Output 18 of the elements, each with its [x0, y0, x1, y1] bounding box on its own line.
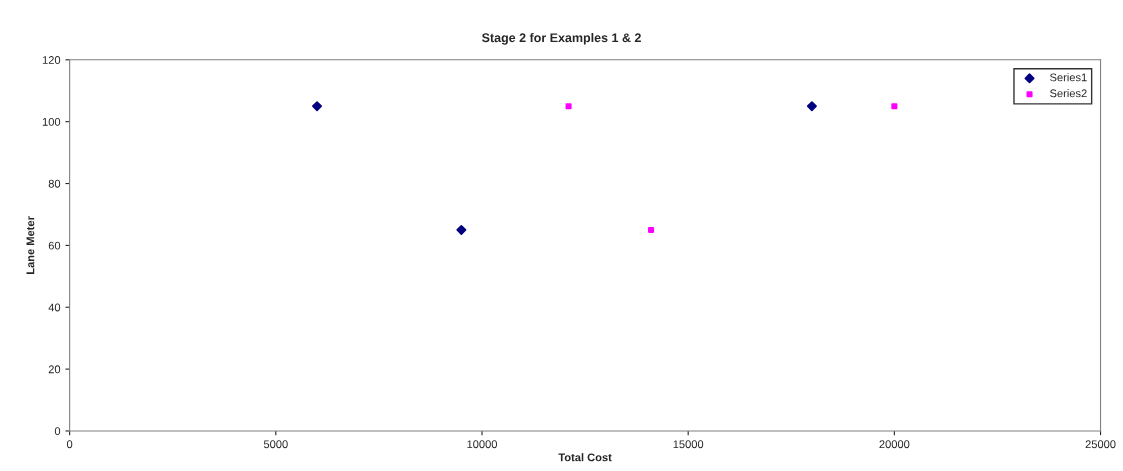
- y-tick-label: 80: [48, 179, 61, 188]
- y-axis-title: Lane Meter: [26, 216, 35, 274]
- x-tick-label: 10000: [467, 440, 498, 449]
- chart-title: Stage 2 for Examples 1 & 2: [481, 32, 641, 45]
- y-tick-label: 40: [48, 303, 61, 312]
- legend-label: Series1: [1050, 73, 1087, 82]
- x-tick-label: 20000: [879, 440, 910, 449]
- y-tick-label: 60: [48, 241, 61, 250]
- x-tick-label: 5000: [263, 440, 288, 449]
- x-tick-label: 0: [66, 440, 73, 449]
- y-tick-label: 0: [54, 427, 61, 436]
- y-tick-label: 20: [48, 365, 61, 374]
- y-tick-label: 120: [42, 56, 61, 64]
- legend-label: Series2: [1050, 89, 1087, 98]
- x-tick-label: 25000: [1085, 440, 1116, 449]
- x-tick-label: 15000: [673, 440, 704, 449]
- x-axis-title: Total Cost: [558, 453, 612, 462]
- y-tick-label: 100: [42, 117, 61, 126]
